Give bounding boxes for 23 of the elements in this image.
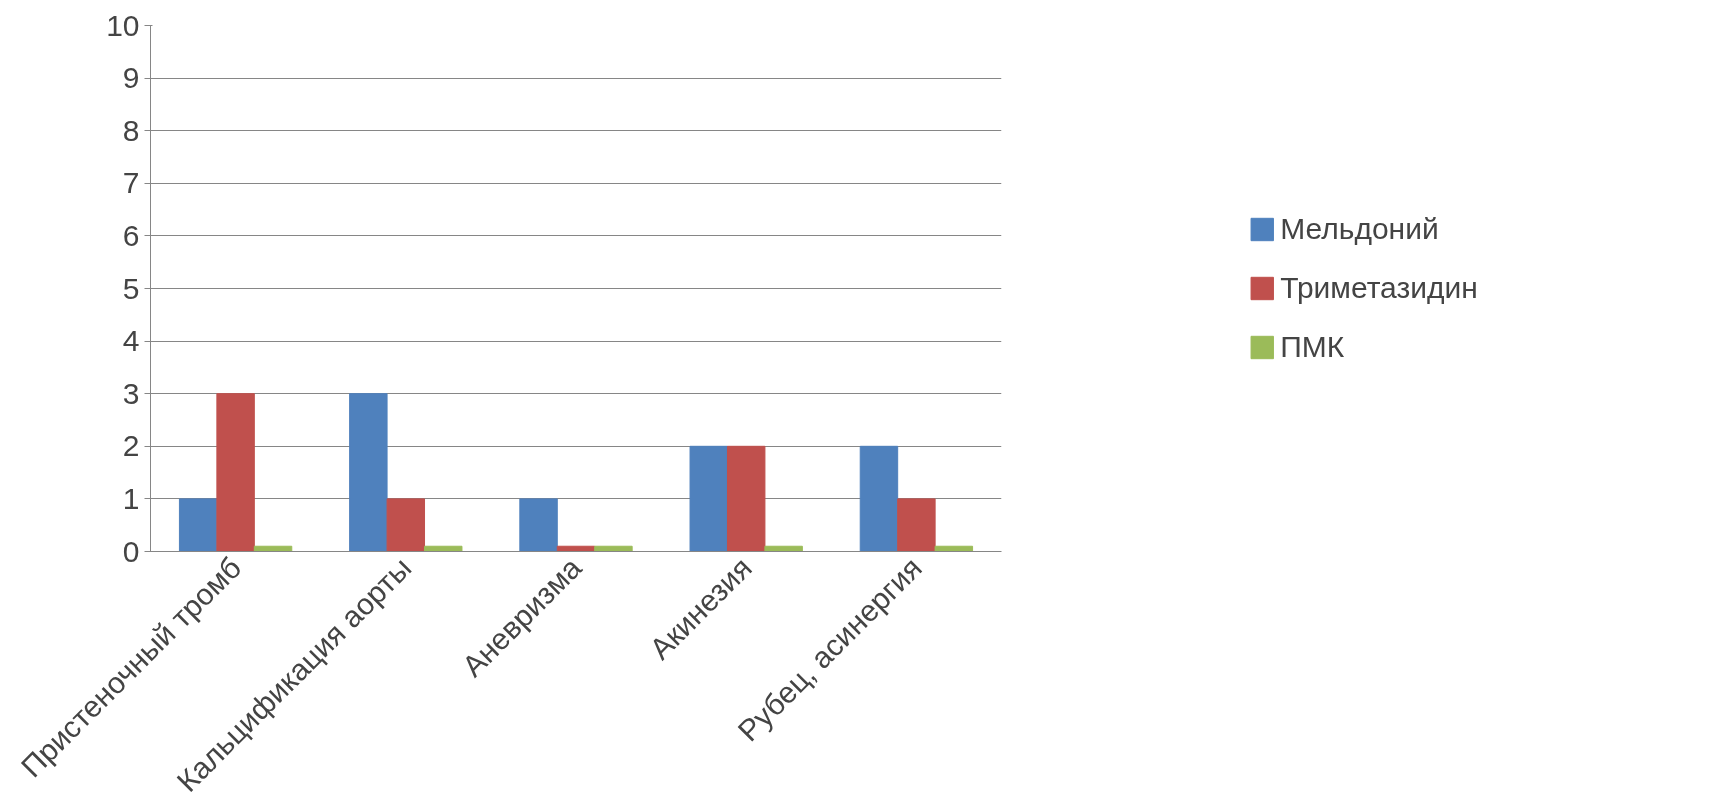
y-tick-label: 10	[106, 8, 140, 42]
y-tick-label: 2	[122, 429, 140, 463]
y-tick-label: 1	[122, 481, 140, 515]
y-tick-label: 5	[122, 271, 140, 305]
legend-label: Мельдоний	[1280, 212, 1439, 246]
y-tick-label: 3	[122, 376, 140, 410]
y-tick-label: 6	[122, 218, 140, 252]
y-tick-label: 7	[122, 166, 140, 200]
bar	[519, 498, 558, 552]
y-tick-label: 9	[122, 61, 140, 95]
bar	[216, 393, 255, 552]
legend-label: Триметазидин	[1280, 271, 1478, 305]
y-tick-label: 8	[122, 113, 140, 147]
bar	[349, 393, 388, 552]
y-tick-label: 0	[122, 534, 140, 568]
bar	[726, 445, 766, 552]
bar	[897, 498, 936, 552]
bar	[386, 498, 426, 552]
bar	[859, 445, 899, 552]
y-tick-label: 4	[122, 324, 140, 358]
legend-label: ПМК	[1280, 330, 1345, 364]
bar	[689, 445, 728, 552]
bar	[178, 498, 218, 552]
